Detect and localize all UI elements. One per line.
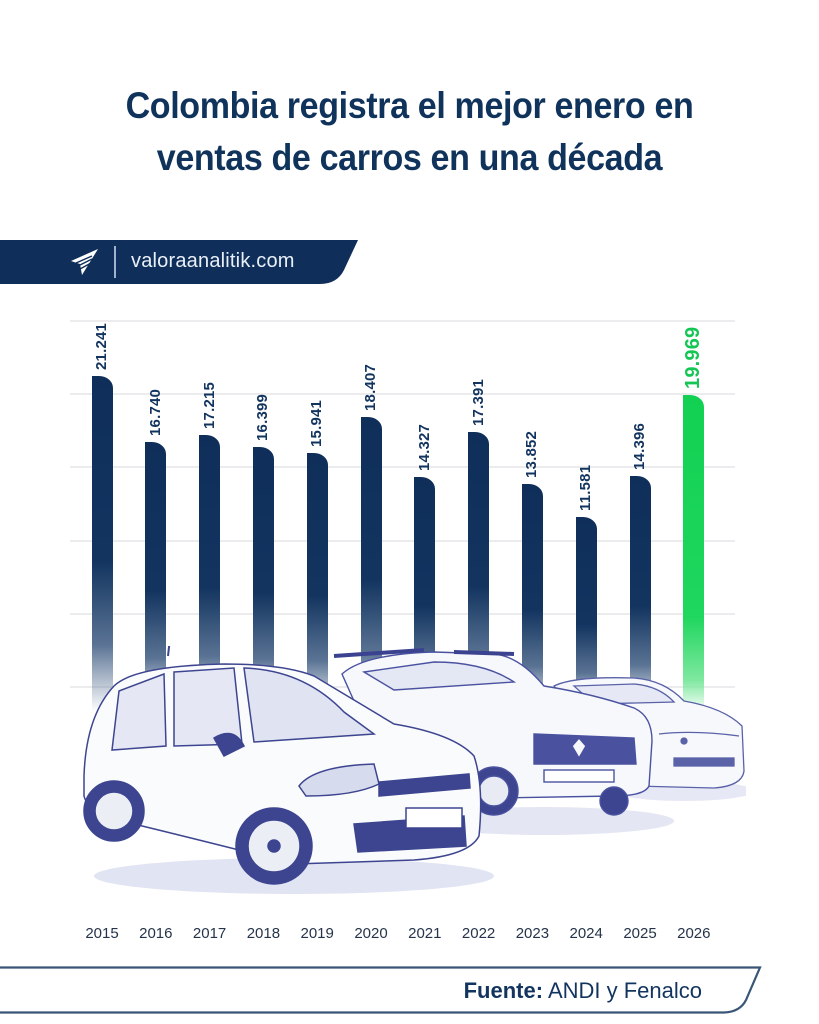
title-line-1: Colombia registra el mejor enero en [125,85,694,126]
value-label-2025: 14.396 [631,422,648,470]
x-label-2015: 2015 [85,925,119,942]
title-line-2: ventas de carros en una década [156,137,663,178]
value-label-2016: 16.740 [146,388,164,436]
x-label-2020: 2020 [354,925,388,942]
value-label-2017: 17.215 [200,381,218,429]
x-label-2018: 2018 [246,925,281,942]
source-bar: Fuente: ANDI y Fenalco [0,966,762,1014]
x-axis-labels: 2015 2016 2017 2018 2019 2020 2021 2022 2023 2024… [0,925,819,949]
cars-illustration [83,646,746,894]
value-label-2019: 15.941 [308,400,326,448]
gridline [70,466,735,468]
bar-2024 [575,517,597,712]
bar-2015 [91,376,113,712]
gridline [70,320,735,322]
bar-2017 [199,434,221,712]
bar-2022 [468,432,490,712]
x-label-2017: 2017 [192,925,227,942]
value-label-2026: 19.969 [681,326,704,389]
bar-2018 [252,446,274,712]
x-label-2025: 2025 [623,925,657,942]
bar-2019 [306,453,328,712]
x-label-2024: 2024 [569,925,603,942]
gridline [70,540,735,542]
bar-2026 [683,394,705,712]
bar-2025 [629,475,651,712]
x-label-2023: 2023 [515,925,550,942]
value-label-2024: 11.581 [577,464,595,512]
brand-band-background [0,240,358,284]
value-label-2021: 14.327 [415,423,433,471]
value-label-2022: 17.391 [469,379,487,427]
source-label: Fuente: [463,978,544,1003]
value-label-2023: 13.852 [523,430,541,478]
bar-2023 [521,483,543,712]
source-value: ANDI y Fenalco [547,978,702,1003]
brand-separator [114,246,116,278]
bar-2016 [145,441,167,712]
bar-chart: 21.241 16.740 17.215 16.399 15.941 18.407 14.3… [0,300,819,910]
value-label-2018: 16.399 [254,393,272,441]
value-label-2015: 21.241 [93,323,110,371]
x-label-2016: 2016 [139,925,173,942]
source-text: Fuente: ANDI y Fenalco [464,978,702,1004]
x-label-2026: 2026 [677,925,711,942]
gridline [70,613,735,615]
x-label-2021: 2021 [408,925,442,942]
brand-url: valoraanalitik.com [131,250,295,272]
x-label-2022: 2022 [461,925,496,942]
gridline [70,393,735,395]
page-title: Colombia registra el mejor enero en vent… [33,80,786,184]
value-label-2020: 18.407 [362,364,379,412]
paper-plane-logo-icon [71,249,98,275]
x-label-2019: 2019 [300,925,334,942]
brand-band: valoraanalitik.com [0,240,360,284]
source-bar-outline [0,966,762,1014]
bar-2020 [360,417,382,712]
